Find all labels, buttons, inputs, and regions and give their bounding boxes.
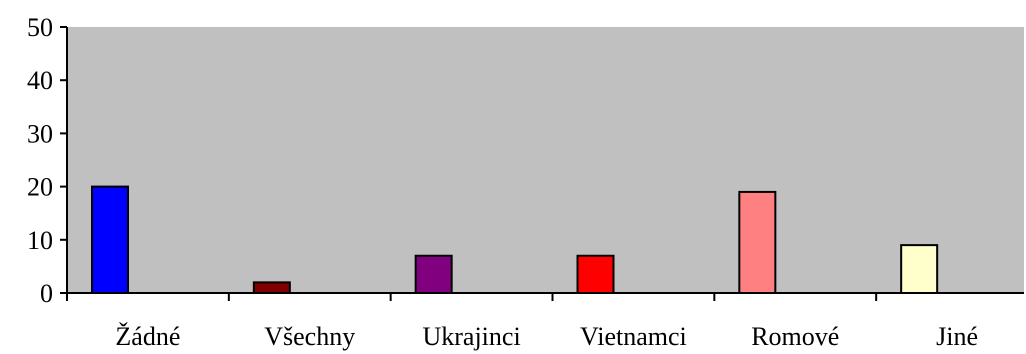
y-tick-label: 30	[27, 119, 53, 148]
x-category-label: Ukrajinci	[422, 322, 520, 351]
x-category-label: Vietnamci	[580, 322, 687, 351]
y-tick-label: 20	[27, 173, 53, 202]
y-axis: 0 10 20 30 40 50	[27, 13, 68, 308]
y-tick-label: 40	[27, 66, 53, 95]
y-tick-label: 50	[27, 13, 53, 42]
x-axis: Žádné Všechny Ukrajinci Vietnamci Romové Jiné	[66, 292, 1024, 351]
bar	[900, 244, 939, 294]
y-tick-label: 0	[40, 279, 53, 308]
plot-area	[67, 27, 1024, 293]
bar	[91, 185, 129, 295]
bar	[576, 254, 615, 294]
bar	[414, 254, 453, 294]
x-category-label: Všechny	[264, 322, 355, 351]
y-tick-label: 10	[27, 226, 53, 255]
x-category-label: Romové	[751, 322, 839, 351]
x-category-label: Žádné	[115, 322, 180, 351]
bar	[252, 281, 291, 294]
bar	[738, 190, 777, 294]
x-category-label: Jiné	[936, 322, 978, 351]
bars	[91, 185, 939, 295]
